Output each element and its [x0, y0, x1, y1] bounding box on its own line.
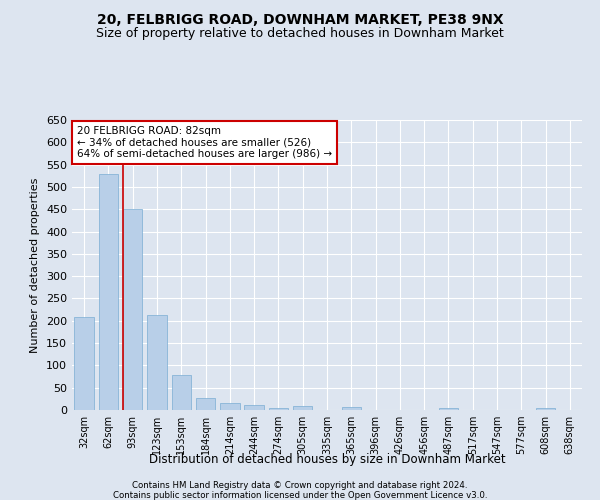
Bar [293, 406, 313, 410]
Text: 20 FELBRIGG ROAD: 82sqm
← 34% of detached houses are smaller (526)
64% of semi-d: 20 FELBRIGG ROAD: 82sqm ← 34% of detache… [77, 126, 332, 159]
Text: Distribution of detached houses by size in Downham Market: Distribution of detached houses by size … [149, 452, 505, 466]
Bar [341, 408, 361, 410]
Text: Size of property relative to detached houses in Downham Market: Size of property relative to detached ho… [96, 28, 504, 40]
Bar [220, 404, 239, 410]
Y-axis label: Number of detached properties: Number of detached properties [31, 178, 40, 352]
Bar [74, 317, 94, 410]
Bar [536, 408, 555, 410]
Bar [439, 408, 458, 410]
Bar [196, 398, 215, 410]
Bar [147, 316, 167, 410]
Bar [99, 174, 118, 410]
Text: Contains HM Land Registry data © Crown copyright and database right 2024.: Contains HM Land Registry data © Crown c… [132, 481, 468, 490]
Bar [123, 209, 142, 410]
Bar [244, 404, 264, 410]
Text: 20, FELBRIGG ROAD, DOWNHAM MARKET, PE38 9NX: 20, FELBRIGG ROAD, DOWNHAM MARKET, PE38 … [97, 12, 503, 26]
Bar [269, 408, 288, 410]
Text: Contains public sector information licensed under the Open Government Licence v3: Contains public sector information licen… [113, 491, 487, 500]
Bar [172, 375, 191, 410]
